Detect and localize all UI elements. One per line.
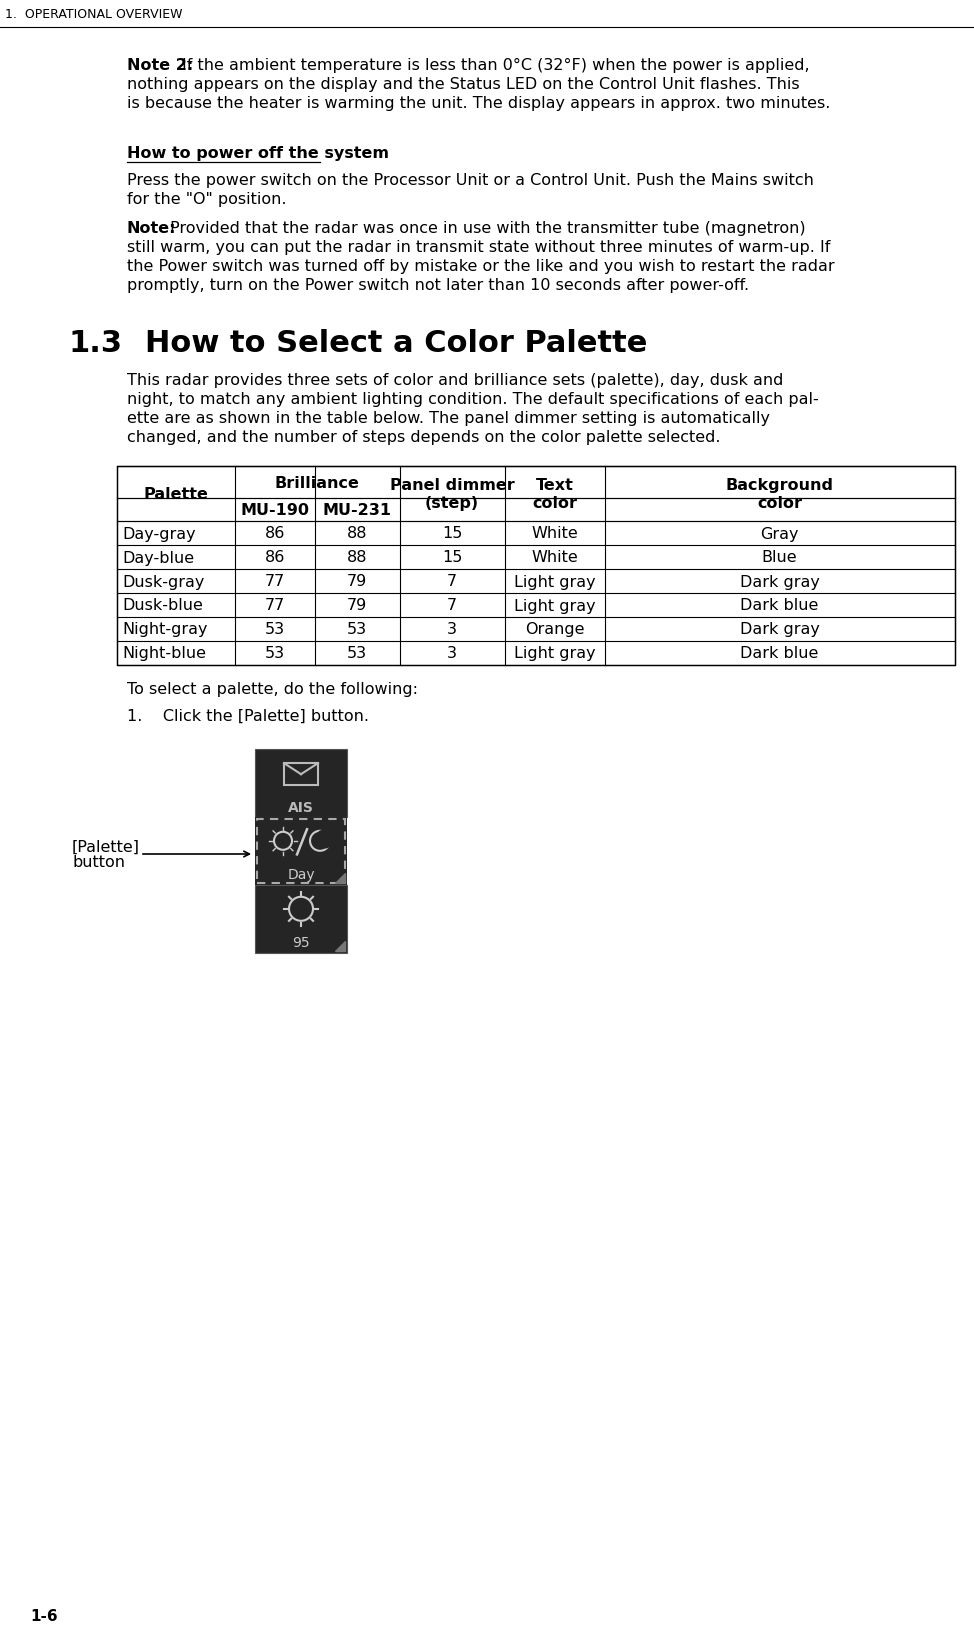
Text: Background
color: Background color <box>726 479 834 510</box>
Text: button: button <box>72 856 125 870</box>
Text: AIS: AIS <box>288 800 314 815</box>
Text: for the "O" position.: for the "O" position. <box>127 192 286 207</box>
Text: [Palette]: [Palette] <box>72 839 140 854</box>
Text: Dusk-gray: Dusk-gray <box>123 574 205 588</box>
Text: 53: 53 <box>265 646 284 661</box>
Text: Text
color: Text color <box>532 479 578 510</box>
Text: White: White <box>531 551 578 565</box>
Text: the Power switch was turned off by mistake or the like and you wish to restart t: the Power switch was turned off by mista… <box>127 259 835 274</box>
Text: How to Select a Color Palette: How to Select a Color Palette <box>144 329 647 357</box>
Bar <box>117 467 955 665</box>
Text: 53: 53 <box>265 623 284 638</box>
Text: Press the power switch on the Processor Unit or a Control Unit. Push the Mains s: Press the power switch on the Processor … <box>127 172 813 188</box>
Text: 77: 77 <box>265 598 284 613</box>
Text: Panel dimmer
(step): Panel dimmer (step) <box>390 479 514 510</box>
Text: Night-gray: Night-gray <box>123 623 208 638</box>
Text: MU-190: MU-190 <box>241 503 309 518</box>
Text: 7: 7 <box>447 598 457 613</box>
Text: White: White <box>531 526 578 541</box>
Text: 86: 86 <box>264 526 284 541</box>
Text: Palette: Palette <box>143 487 208 502</box>
Text: 53: 53 <box>347 623 367 638</box>
Text: Light gray: Light gray <box>514 574 595 588</box>
Polygon shape <box>335 874 345 883</box>
Text: If the ambient temperature is less than 0°C (32°F) when the power is applied,: If the ambient temperature is less than … <box>181 57 809 74</box>
Text: ette are as shown in the table below. The panel dimmer setting is automatically: ette are as shown in the table below. Th… <box>127 411 769 426</box>
Text: changed, and the number of steps depends on the color palette selected.: changed, and the number of steps depends… <box>127 429 720 444</box>
Text: Orange: Orange <box>525 623 584 638</box>
Text: 1.  OPERATIONAL OVERVIEW: 1. OPERATIONAL OVERVIEW <box>5 8 182 21</box>
Bar <box>255 749 347 818</box>
Text: Dark blue: Dark blue <box>740 646 819 661</box>
Text: Dark gray: Dark gray <box>739 623 819 638</box>
Text: Night-blue: Night-blue <box>123 646 206 661</box>
Text: 77: 77 <box>265 574 284 588</box>
Text: is because the heater is warming the unit. The display appears in approx. two mi: is because the heater is warming the uni… <box>127 97 830 111</box>
Text: 88: 88 <box>347 551 367 565</box>
Text: This radar provides three sets of color and brilliance sets (palette), day, dusk: This radar provides three sets of color … <box>127 372 783 388</box>
Text: Note:: Note: <box>127 221 176 236</box>
Polygon shape <box>335 941 345 951</box>
Text: 95: 95 <box>292 936 310 949</box>
Text: 1.3: 1.3 <box>68 329 122 357</box>
Bar <box>255 818 347 885</box>
Bar <box>314 467 316 498</box>
Bar <box>255 885 347 954</box>
Text: 15: 15 <box>442 526 463 541</box>
Bar <box>257 820 345 883</box>
Text: still warm, you can put the radar in transmit state without three minutes of war: still warm, you can put the radar in tra… <box>127 239 830 254</box>
Text: MU-231: MU-231 <box>322 503 392 518</box>
Text: Gray: Gray <box>761 526 799 541</box>
Text: 79: 79 <box>347 598 367 613</box>
Text: Day-blue: Day-blue <box>123 551 195 565</box>
Text: promptly, turn on the Power switch not later than 10 seconds after power-off.: promptly, turn on the Power switch not l… <box>127 279 749 293</box>
Text: 15: 15 <box>442 551 463 565</box>
Text: 86: 86 <box>264 551 284 565</box>
Text: Dark gray: Dark gray <box>739 574 819 588</box>
Text: Day-gray: Day-gray <box>123 526 196 541</box>
Circle shape <box>316 831 334 849</box>
Text: nothing appears on the display and the Status LED on the Control Unit flashes. T: nothing appears on the display and the S… <box>127 77 800 92</box>
Text: Brilliance: Brilliance <box>275 475 359 490</box>
Text: Light gray: Light gray <box>514 646 595 661</box>
Text: To select a palette, do the following:: To select a palette, do the following: <box>127 682 418 697</box>
Text: 3: 3 <box>447 646 457 661</box>
Text: Dusk-blue: Dusk-blue <box>123 598 204 613</box>
Text: Light gray: Light gray <box>514 598 595 613</box>
Text: Note 2:: Note 2: <box>127 57 193 74</box>
Text: 1.    Click the [Palette] button.: 1. Click the [Palette] button. <box>127 708 368 723</box>
Text: 3: 3 <box>447 623 457 638</box>
Text: night, to match any ambient lighting condition. The default specifications of ea: night, to match any ambient lighting con… <box>127 392 818 406</box>
Text: 88: 88 <box>347 526 367 541</box>
Text: Provided that the radar was once in use with the transmitter tube (magnetron): Provided that the radar was once in use … <box>169 221 805 236</box>
Bar <box>284 764 318 785</box>
Text: 53: 53 <box>347 646 367 661</box>
Text: 79: 79 <box>347 574 367 588</box>
Text: Dark blue: Dark blue <box>740 598 819 613</box>
Text: How to power off the system: How to power off the system <box>127 146 389 161</box>
Text: Blue: Blue <box>762 551 798 565</box>
Text: 1-6: 1-6 <box>30 1608 57 1623</box>
Text: 7: 7 <box>447 574 457 588</box>
Text: Day: Day <box>287 867 315 882</box>
